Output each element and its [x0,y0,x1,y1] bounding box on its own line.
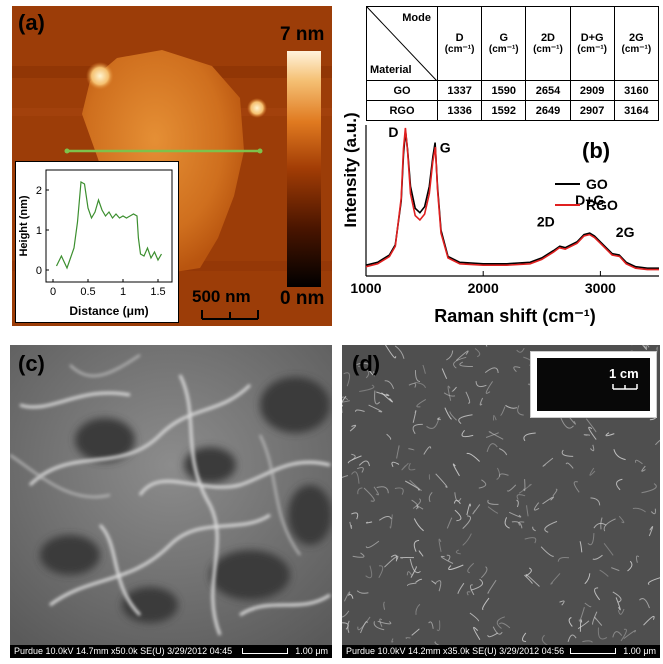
afm-scalebar [201,310,259,320]
raman-series-rgo [365,127,659,271]
sem-info-bar-c: Purdue 10.0kV 14.7mm x50.0k SE(U) 3/29/2… [10,645,332,658]
raman-y-axis-label: Intensity (a.u.) [341,112,360,227]
legend-rgo: RGO [586,197,618,213]
raman-peak-table: Mode Material D (cm⁻¹) G (cm⁻¹) 2D (cm⁻¹) D… [366,6,660,121]
inset-y-tick-label: 2 [36,185,42,197]
peak-label: G [440,140,451,156]
sem-scale-c: 1.00 μm [295,646,328,656]
photo-inset: 1 cm [530,351,657,418]
colorbar [287,51,321,287]
raman-x-axis-label: Raman shift (cm⁻¹) [434,306,596,326]
inset-x-axis-label: Distance (μm) [69,304,148,318]
table-header: G (cm⁻¹) [481,6,527,81]
panel-c-sem: (c) Purdue 10.0kV 14.7mm x50.0k SE(U) 3/… [10,345,332,658]
inset-scale-label: 1 cm [609,366,639,381]
raman-x-tick-label: 3000 [585,280,616,296]
legend-go: GO [586,176,608,192]
afm-scalebar-label: 500 nm [192,287,251,306]
sem-image-c [10,345,332,645]
panel-b-raman: Mode Material D (cm⁻¹) G (cm⁻¹) 2D (cm⁻¹) D… [340,0,663,330]
table-corner-material: Material [370,64,412,76]
raman-legend: GO RGO [555,176,618,213]
inset-x-tick-label: 0 [50,286,56,298]
panel-d-label: (d) [352,351,381,376]
inset-scalebar [612,384,638,390]
table-header: 2D (cm⁻¹) [525,6,571,81]
raman-x-tick-label: 2000 [468,280,499,296]
sem-image-d [342,345,660,647]
table-corner-mode: Mode [402,12,431,24]
inset-x-tick-label: 0.5 [80,286,95,298]
colorbar-max-label: 7 nm [280,24,325,45]
peak-label: D [388,124,398,140]
panel-a-label: (a) [18,10,45,35]
table-corner-cell: Mode Material [366,6,438,81]
inset-x-tick-label: 1 [120,286,126,298]
peak-label: 2D [537,213,555,229]
panel-c-label: (c) [18,351,45,376]
panel-d-sem: (d) 1 cm Purdue 10.0kV 14.2mm x35.0k SE(… [342,345,660,658]
inset-y-tick-label: 1 [36,225,42,237]
height-profile-line [55,181,163,270]
table-header: D+G (cm⁻¹) [569,6,615,81]
rgo-foam-sample [537,358,650,411]
raman-x-tick-label: 1000 [350,280,381,296]
table-row: GO 1337 1590 2654 2909 3160 [366,80,660,101]
height-profile-inset: 0 1 2 0 0.5 1 1.5 Height (nm) Distance (μm) [15,161,179,323]
inset-x-tick-label: 1.5 [150,286,165,298]
height-profile-plot: 0 1 2 0 0.5 1 1.5 Height (nm) Distance (μm) [18,169,173,318]
table-row: RGO 1336 1592 2649 2907 3164 [366,100,660,121]
sem-info-bar-d: Purdue 10.0kV 14.2mm x35.0k SE(U) 3/29/2… [342,645,660,658]
sem-meta-d: Purdue 10.0kV 14.2mm x35.0k SE(U) 3/29/2… [346,646,565,656]
peak-label: D+G [575,192,604,208]
peak-label: 2G [616,224,635,240]
inset-y-tick-label: 0 [36,265,42,277]
panel-a-afm: (a) 7 nm 0 nm 500 nm 0 1 2 0 0.5 1 1.5 Height … [12,6,332,326]
sem-scale-d: 1.00 μm [623,646,656,656]
colorbar-min-label: 0 nm [280,288,325,309]
panel-b-label: (b) [582,138,610,163]
sem-meta-c: Purdue 10.0kV 14.7mm x50.0k SE(U) 3/29/2… [14,646,233,656]
inset-y-axis-label: Height (nm) [18,195,30,256]
table-header: 2G (cm⁻¹) [613,6,660,81]
